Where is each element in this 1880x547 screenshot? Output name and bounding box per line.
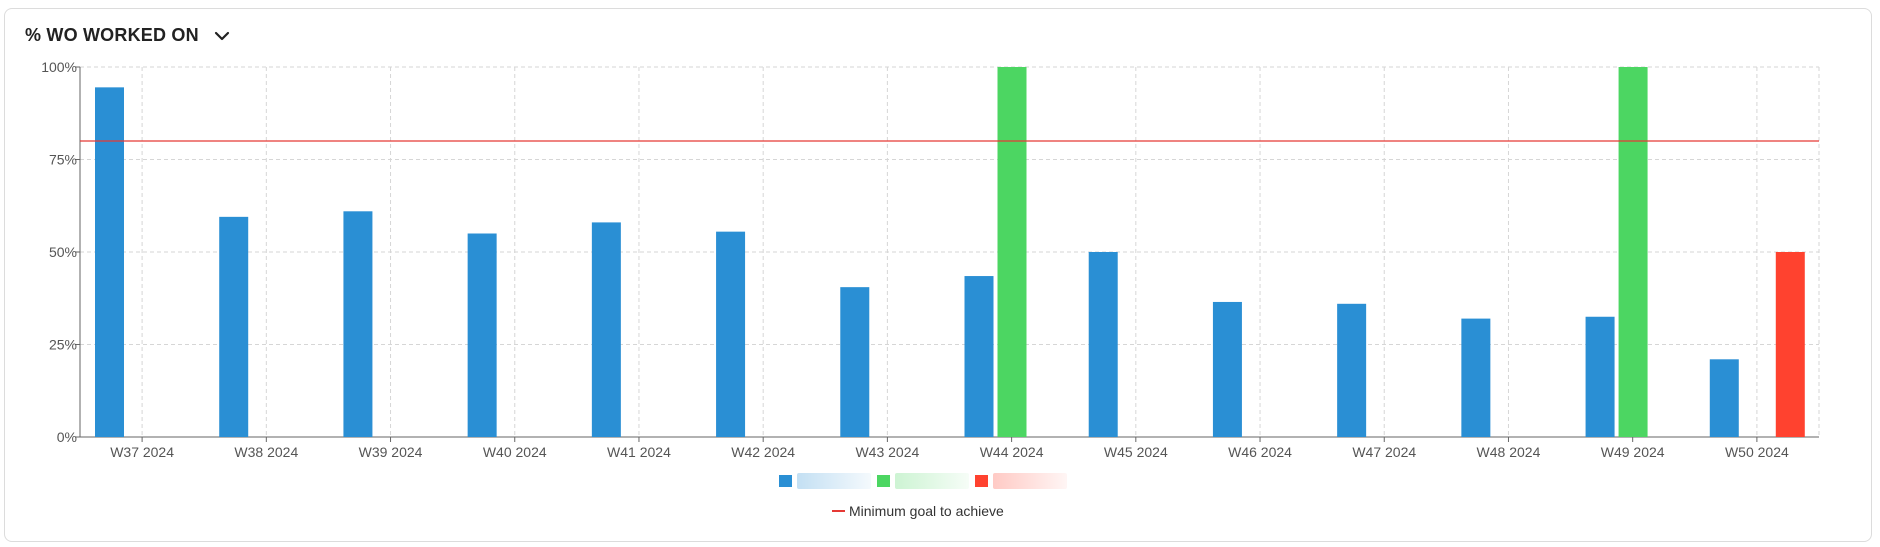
legend-swatch-green[interactable] [877, 475, 890, 487]
y-tick-label: 75% [49, 152, 77, 168]
bar-green[interactable] [997, 67, 1027, 437]
bar-red[interactable] [1775, 252, 1805, 437]
x-tick-label: W46 2024 [1228, 444, 1292, 460]
x-tick-label: W45 2024 [1104, 444, 1168, 460]
legend-swatch-red[interactable] [975, 475, 988, 487]
legend-swatch-blue[interactable] [779, 475, 792, 487]
y-tick-label: 50% [49, 244, 77, 260]
x-tick-label: W40 2024 [483, 444, 547, 460]
chart-card: % WO WORKED ON [4, 8, 1872, 542]
bar-blue[interactable] [1337, 303, 1367, 437]
chart-title: % WO WORKED ON [25, 25, 199, 45]
x-tick-label: W39 2024 [359, 444, 423, 460]
bar-blue[interactable] [219, 216, 249, 437]
bar-blue[interactable] [1212, 301, 1242, 437]
x-tick-label: W44 2024 [980, 444, 1044, 460]
y-tick-label: 0% [57, 429, 77, 445]
bar-blue[interactable] [716, 231, 746, 437]
x-tick-label: W41 2024 [607, 444, 671, 460]
x-tick-label: W50 2024 [1725, 444, 1789, 460]
bar-blue[interactable] [1585, 316, 1615, 437]
y-tick-label: 25% [49, 337, 77, 353]
bar-blue[interactable] [840, 287, 870, 437]
chart-header: % WO WORKED ON [25, 25, 231, 46]
x-tick-label: W42 2024 [731, 444, 795, 460]
x-tick-label: W38 2024 [234, 444, 298, 460]
bar-blue[interactable] [1461, 318, 1491, 437]
bar-blue[interactable] [1088, 252, 1118, 437]
chevron-down-icon[interactable] [213, 27, 231, 45]
x-tick-label: W47 2024 [1352, 444, 1416, 460]
x-tick-label: W37 2024 [110, 444, 174, 460]
x-tick-label: W49 2024 [1601, 444, 1665, 460]
bar-blue[interactable] [467, 233, 497, 438]
bar-blue[interactable] [1709, 359, 1739, 437]
x-tick-label: W48 2024 [1477, 444, 1541, 460]
legend-label-placeholder [895, 473, 969, 489]
bar-blue[interactable] [591, 222, 621, 437]
bar-blue[interactable] [343, 211, 373, 437]
bar-blue[interactable] [964, 276, 994, 437]
legend-label-placeholder [797, 473, 871, 489]
y-tick-label: 100% [41, 59, 77, 75]
legend-label-placeholder [993, 473, 1067, 489]
legend-goal-label: Minimum goal to achieve [849, 503, 1004, 519]
x-tick-label: W43 2024 [855, 444, 919, 460]
bar-green[interactable] [1618, 67, 1648, 437]
bar-blue[interactable] [95, 87, 124, 437]
